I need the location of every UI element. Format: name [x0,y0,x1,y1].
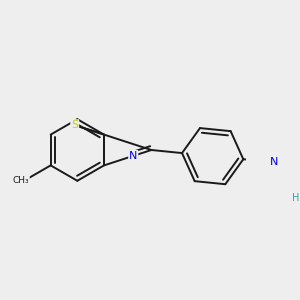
Text: CH₃: CH₃ [12,176,29,185]
Text: S: S [71,120,78,130]
Text: N: N [129,151,137,161]
Text: H: H [292,193,299,203]
Text: N: N [270,157,278,167]
